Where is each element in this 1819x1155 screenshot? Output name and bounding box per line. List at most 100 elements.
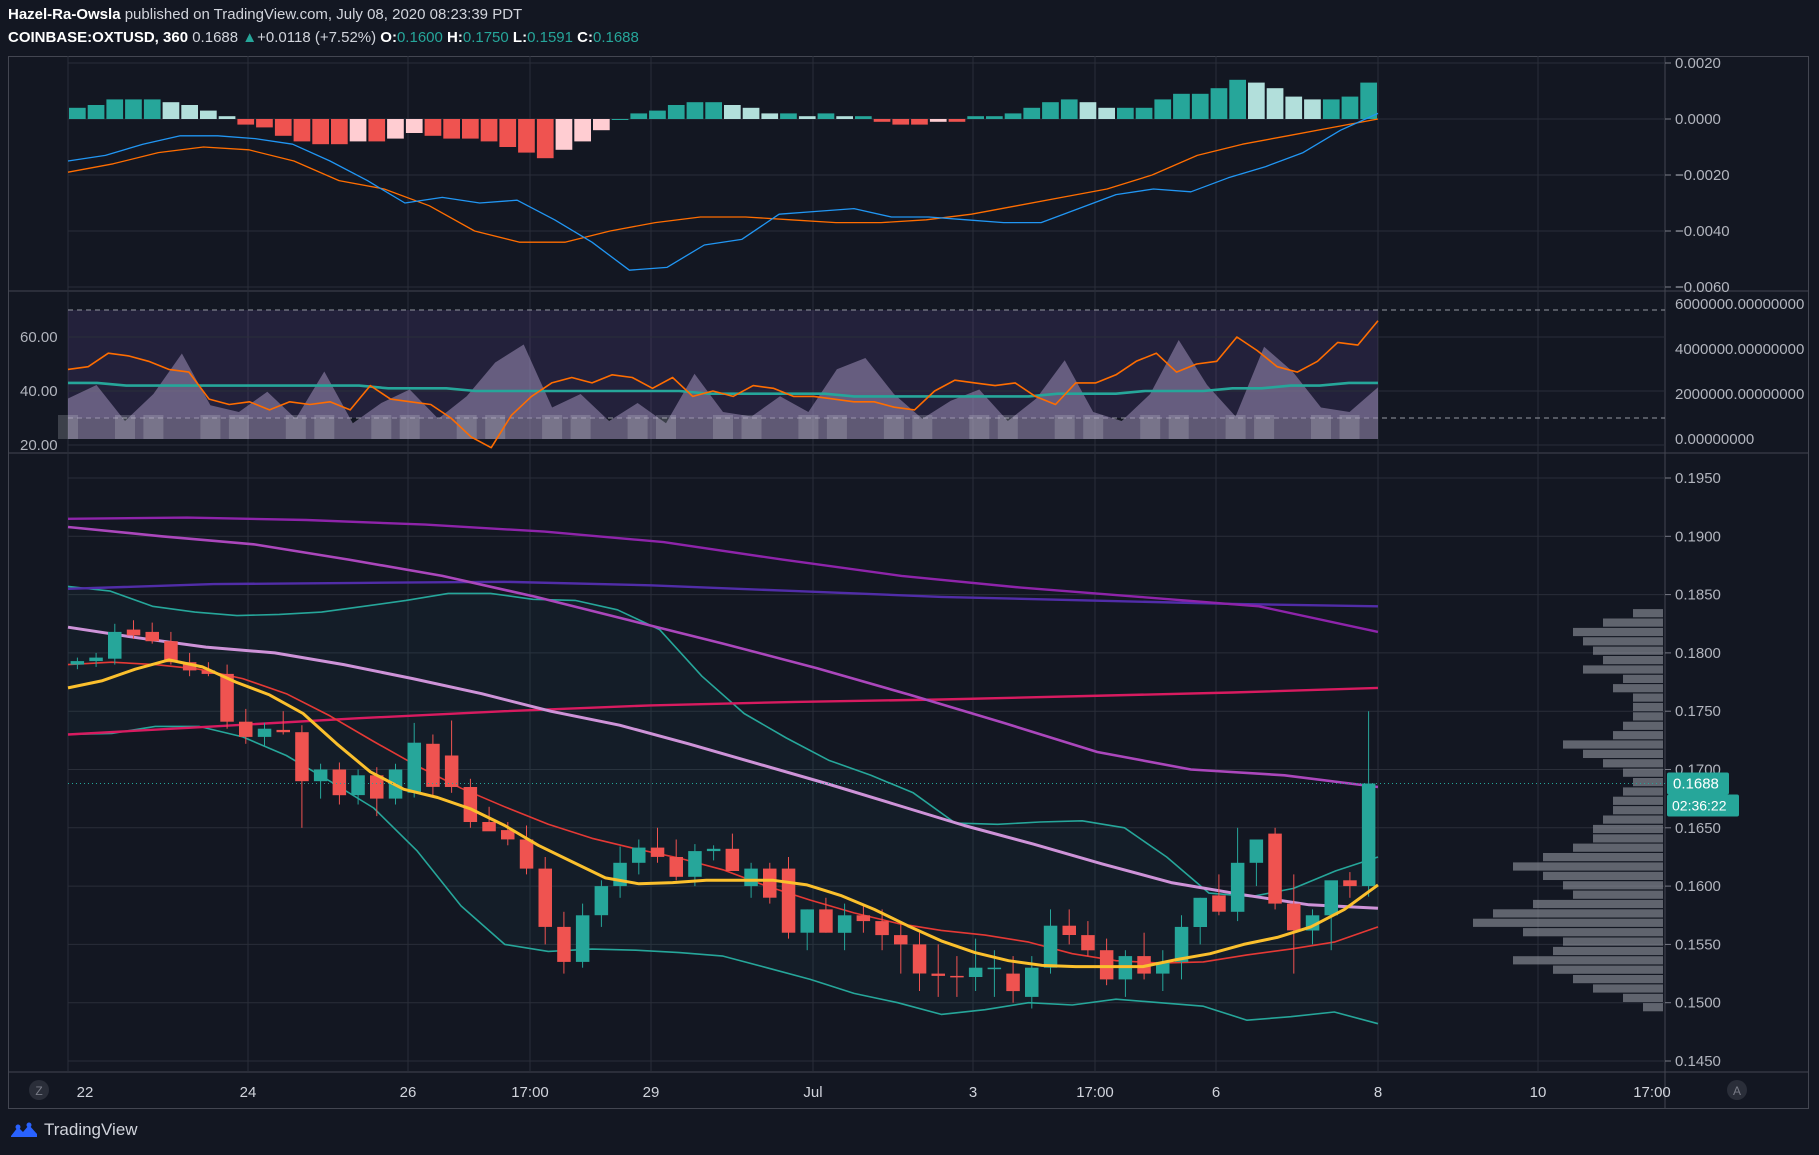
published-text: published on TradingView.com, July 08, 2…	[124, 6, 523, 23]
volume-profile-bar	[1563, 881, 1663, 890]
macd-histogram-bar	[630, 113, 648, 119]
volume-tick-label: 4000000.00000000	[1675, 341, 1804, 358]
macd-histogram-bar	[443, 119, 460, 139]
candle-body	[519, 839, 534, 869]
bollinger-lower	[67, 725, 1379, 1025]
macd-histogram-bar	[69, 107, 86, 119]
macd-histogram-bar	[1285, 96, 1303, 119]
volume-bar	[570, 415, 591, 439]
candle-body	[912, 944, 927, 974]
macd-histogram-bar	[218, 116, 236, 119]
volume-profile-bar	[1633, 609, 1663, 618]
candle-body	[501, 830, 515, 840]
macd-histogram-bar	[293, 119, 311, 142]
volume-profile-bar	[1613, 684, 1663, 693]
change-value: +0.0118 (+7.52%)	[257, 29, 377, 46]
volume-profile-bar	[1623, 993, 1663, 1002]
volume-profile-bar	[1613, 796, 1663, 805]
moving-average-lavender	[67, 625, 1379, 910]
macd-histogram-bar	[181, 105, 198, 119]
time-tick-label: 3	[969, 1084, 977, 1101]
candle-body	[1249, 839, 1264, 863]
macd-histogram-bar	[611, 119, 629, 120]
macd-histogram-bar	[667, 105, 685, 119]
tradingview-logo-icon[interactable]	[10, 1122, 38, 1138]
macd-histogram-bar	[1322, 99, 1340, 119]
footer-brand[interactable]: TradingView	[44, 1120, 138, 1139]
macd-histogram-bar	[349, 119, 367, 142]
volume-profile-bar	[1623, 768, 1663, 777]
volume-profile-bar	[1623, 787, 1663, 796]
macd-histogram-bar	[125, 99, 142, 119]
open-value: 0.1600	[396, 29, 443, 46]
macd-histogram-bar	[1060, 99, 1078, 119]
low-label: L:	[512, 29, 528, 46]
auto-scale-button[interactable]	[1727, 1080, 1747, 1100]
time-tick-label: 29	[643, 1084, 660, 1101]
candle-body	[145, 631, 159, 642]
candle-body	[444, 755, 459, 787]
volume-profile-bar	[1623, 674, 1663, 683]
volume-tick-label: 2000000.00000000	[1675, 386, 1804, 403]
volume-bar	[1254, 415, 1275, 439]
volume-bar	[58, 415, 78, 439]
volume-profile-bar	[1583, 637, 1663, 646]
macd-histogram-bar	[87, 105, 105, 119]
symbol-label[interactable]: COINBASE:OXTUSD, 360	[8, 29, 189, 46]
volume-bar	[713, 415, 733, 439]
candle-body	[276, 729, 290, 733]
volume-profile-bar	[1573, 843, 1663, 852]
macd-histogram-bar	[518, 119, 535, 153]
volume-bar	[1168, 415, 1189, 439]
candle-body	[1324, 880, 1338, 916]
volume-profile-bar	[1563, 740, 1663, 749]
rsi-line	[67, 320, 1379, 449]
symbol-info: COINBASE:OXTUSD, 360 0.1688 ▲+0.0118 (+7…	[8, 29, 639, 46]
candle-body	[1081, 935, 1095, 951]
candle-body	[407, 742, 421, 793]
volume-bar	[997, 415, 1018, 439]
macd-histogram-bar	[873, 119, 891, 122]
macd-histogram-bar	[967, 116, 984, 119]
author-name[interactable]: Hazel-Ra-Owsla	[8, 6, 121, 23]
volume-profile-bar	[1613, 731, 1663, 740]
volume-bar	[314, 415, 335, 439]
rsi-tick-label: 60.00	[20, 329, 58, 346]
macd-histogram-bar	[855, 116, 872, 119]
candle-body	[875, 921, 889, 936]
volume-bar	[399, 415, 420, 439]
candle-body	[669, 857, 683, 877]
macd-histogram-bar	[911, 119, 928, 125]
macd-histogram-bar	[1154, 99, 1172, 119]
volume-profile-bar	[1643, 1003, 1663, 1012]
volume-profile-bar	[1573, 975, 1663, 984]
volume-profile-bar	[1633, 702, 1663, 712]
macd-histogram-bar	[705, 102, 722, 119]
candle-body	[632, 847, 646, 863]
candle-body	[295, 732, 309, 782]
candle-body	[108, 631, 122, 659]
volume-bar	[371, 415, 392, 439]
candle-body	[164, 641, 178, 663]
moving-average-crimson	[67, 686, 1379, 736]
price-tick-label: 0.1850	[1675, 587, 1721, 604]
candle-body	[1062, 925, 1076, 935]
candle-body	[1287, 903, 1301, 931]
zoom-toggle-button[interactable]	[29, 1080, 49, 1100]
macd-histogram-bar	[836, 116, 853, 119]
macd-histogram-bar	[892, 119, 910, 125]
high-label: H:	[447, 29, 463, 46]
candle-body	[856, 915, 871, 922]
macd-histogram-bar	[1173, 93, 1190, 119]
candle-body	[1006, 973, 1020, 992]
candle-body	[313, 769, 328, 782]
candle-body	[1361, 783, 1376, 887]
volume-profile-bar	[1553, 965, 1663, 974]
macd-histogram-bar	[1079, 102, 1097, 119]
candle-body	[201, 670, 216, 674]
candle-body	[819, 909, 833, 933]
candle-body	[931, 973, 945, 976]
candle-body	[351, 775, 365, 796]
time-tick-label: 22	[77, 1084, 94, 1101]
